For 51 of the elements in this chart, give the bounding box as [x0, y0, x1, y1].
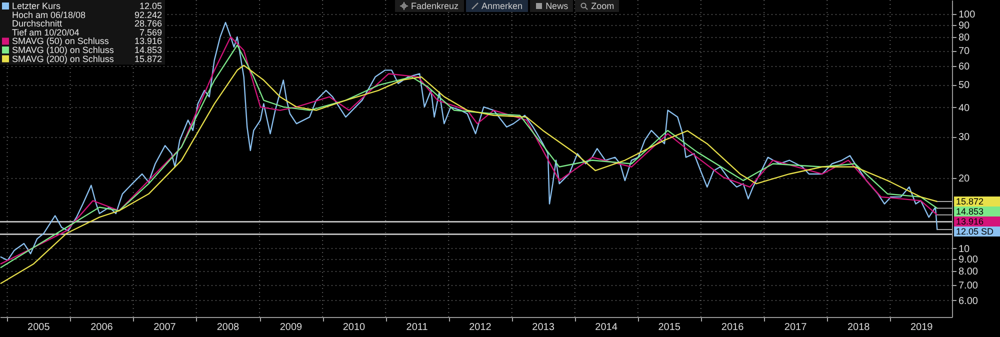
y-tick-label: 70 — [958, 46, 970, 58]
annotation: Tief am 10/20/04 — [12, 27, 80, 38]
annotation: 13.916 — [134, 36, 162, 46]
annotation: 13.916 — [956, 216, 984, 226]
y-tick-label: 7.00 — [958, 280, 978, 292]
y-tick-label: 9.00 — [958, 254, 978, 266]
annotation: Durchschnitt — [12, 18, 63, 29]
legend-label: SMAVG (100) on Schluss — [12, 45, 114, 55]
x-tick-label: 2019 — [910, 322, 934, 333]
annotation: News — [546, 1, 568, 11]
x-tick-label: 2008 — [216, 322, 240, 333]
x-tick-label: 2007 — [154, 322, 176, 333]
x-tick-label: 2009 — [280, 322, 303, 333]
legend-label: SMAVG (50) on Schluss — [12, 36, 110, 46]
x-tick-label: 2014 — [595, 322, 618, 333]
x-tick-label: 2013 — [532, 322, 555, 333]
x-tick-label: 2005 — [28, 322, 50, 333]
y-tick-label: 90 — [958, 20, 970, 32]
y-tick-label: 20 — [958, 173, 970, 184]
legend-label: Letzter Kurs — [12, 1, 62, 11]
x-tick-label: 2017 — [784, 322, 808, 333]
x-tick-label: 2006 — [90, 322, 114, 333]
y-tick-label: 40 — [958, 102, 970, 114]
annotation: 14.853 — [956, 206, 984, 216]
y-tick-label: 100 — [958, 10, 976, 21]
y-tick-label: 30 — [958, 132, 970, 144]
x-tick-label: 2018 — [847, 322, 870, 333]
annotation: 28.766 — [134, 18, 162, 29]
annotation: Anmerken — [482, 1, 523, 11]
x-tick-label: 2015 — [658, 322, 681, 333]
x-tick-label: 2016 — [721, 322, 744, 333]
annotation: 12.05 SD — [956, 226, 994, 236]
annotation: 14.853 — [134, 45, 162, 55]
y-tick-label: 6.00 — [958, 296, 978, 307]
legend-label: SMAVG (200) on Schluss — [12, 54, 114, 64]
x-tick-label: 2010 — [342, 322, 366, 333]
annotation: 12.05 — [139, 1, 162, 11]
y-tick-label: 8.00 — [958, 266, 978, 278]
annotation: 15.872 — [134, 54, 162, 64]
y-tick-label: 10 — [958, 244, 970, 255]
annotation: 7.569 — [139, 27, 162, 38]
annotation: 92.242 — [134, 10, 162, 20]
annotation: Zoom — [591, 1, 614, 11]
annotation: Hoch am 06/18/08 — [12, 10, 86, 20]
y-tick-label: 80 — [958, 32, 970, 44]
annotation: Fadenkreuz — [411, 1, 459, 11]
y-tick-label: 60 — [958, 62, 970, 73]
x-tick-label: 2011 — [406, 322, 428, 333]
x-tick-label: 2012 — [469, 322, 492, 333]
annotation: 15.872 — [956, 196, 984, 206]
y-tick-label: 50 — [958, 80, 970, 92]
